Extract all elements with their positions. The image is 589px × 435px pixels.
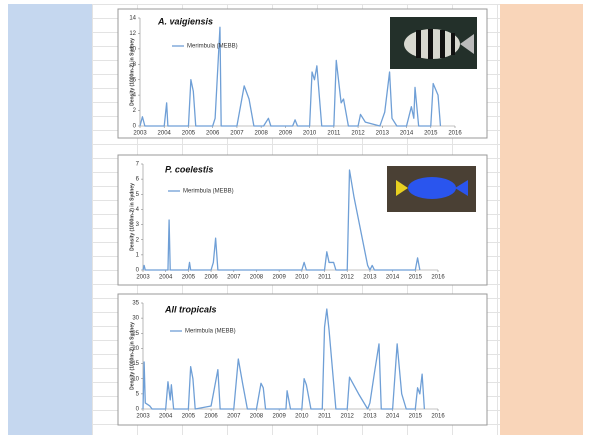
y-tick-label: 12 bbox=[129, 31, 136, 37]
x-tick-label: 2011 bbox=[318, 414, 332, 420]
x-tick-label: 2010 bbox=[295, 275, 309, 281]
x-tick-label: 2008 bbox=[250, 275, 264, 281]
x-tick-label: 2014 bbox=[386, 275, 400, 281]
x-tick-label: 2004 bbox=[158, 131, 172, 137]
x-tick-label: 2003 bbox=[136, 275, 150, 281]
y-tick-label: 35 bbox=[132, 301, 139, 307]
fish-photo bbox=[387, 166, 476, 212]
legend-label: Merimbula (MEBB) bbox=[183, 189, 234, 195]
y-axis-label: Density (1000m-2) in Sydney bbox=[129, 183, 135, 251]
x-tick-label: 2012 bbox=[341, 414, 355, 420]
x-tick-label: 2004 bbox=[159, 275, 173, 281]
x-tick-label: 2013 bbox=[376, 131, 390, 137]
x-tick-label: 2009 bbox=[279, 131, 293, 137]
x-tick-label: 2012 bbox=[341, 275, 355, 281]
x-tick-label: 2011 bbox=[327, 131, 341, 137]
x-tick-label: 2007 bbox=[227, 414, 241, 420]
fish-photo bbox=[390, 17, 477, 69]
screen: A. vaigiensis Density (1000m-2) in Sydney… bbox=[0, 0, 589, 435]
x-tick-label: 2016 bbox=[448, 131, 462, 137]
legend-label: Merimbula (MEBB) bbox=[187, 44, 238, 50]
x-tick-label: 2012 bbox=[351, 131, 365, 137]
x-tick-label: 2008 bbox=[250, 414, 264, 420]
y-tick-label: 15 bbox=[132, 361, 139, 367]
y-tick-label: 20 bbox=[132, 346, 139, 352]
x-tick-label: 2005 bbox=[182, 414, 196, 420]
x-tick-label: 2010 bbox=[295, 414, 309, 420]
x-tick-label: 2016 bbox=[431, 275, 445, 281]
x-tick-label: 2003 bbox=[133, 131, 147, 137]
x-tick-label: 2007 bbox=[230, 131, 244, 137]
x-tick-label: 2009 bbox=[272, 414, 286, 420]
y-tick-label: 10 bbox=[129, 46, 136, 52]
x-tick-label: 2005 bbox=[182, 131, 196, 137]
chart-title: All tropicals bbox=[164, 304, 217, 314]
x-tick-label: 2009 bbox=[272, 275, 286, 281]
x-tick-label: 2010 bbox=[303, 131, 317, 137]
charts: A. vaigiensis Density (1000m-2) in Sydney… bbox=[0, 0, 589, 435]
x-tick-label: 2015 bbox=[409, 275, 423, 281]
x-tick-label: 2008 bbox=[254, 131, 268, 137]
y-tick-label: 14 bbox=[129, 16, 136, 22]
y-tick-label: 25 bbox=[132, 331, 139, 337]
y-tick-label: 30 bbox=[132, 316, 139, 322]
x-tick-label: 2011 bbox=[318, 275, 332, 281]
x-tick-label: 2015 bbox=[424, 131, 438, 137]
x-tick-label: 2013 bbox=[363, 414, 377, 420]
x-tick-label: 2006 bbox=[204, 414, 218, 420]
legend-label: Merimbula (MEBB) bbox=[185, 329, 236, 335]
x-tick-label: 2016 bbox=[431, 414, 445, 420]
x-tick-label: 2013 bbox=[363, 275, 377, 281]
x-tick-label: 2005 bbox=[182, 275, 196, 281]
x-tick-label: 2007 bbox=[227, 275, 241, 281]
x-tick-label: 2014 bbox=[386, 414, 400, 420]
x-tick-label: 2015 bbox=[409, 414, 423, 420]
x-tick-label: 2003 bbox=[136, 414, 150, 420]
chart-title: P. coelestis bbox=[165, 164, 213, 174]
x-tick-label: 2014 bbox=[400, 131, 414, 137]
x-tick-label: 2006 bbox=[204, 275, 218, 281]
x-tick-label: 2004 bbox=[159, 414, 173, 420]
y-tick-label: 10 bbox=[132, 376, 139, 382]
x-tick-label: 2006 bbox=[206, 131, 220, 137]
chart-title: A. vaigiensis bbox=[157, 16, 213, 26]
